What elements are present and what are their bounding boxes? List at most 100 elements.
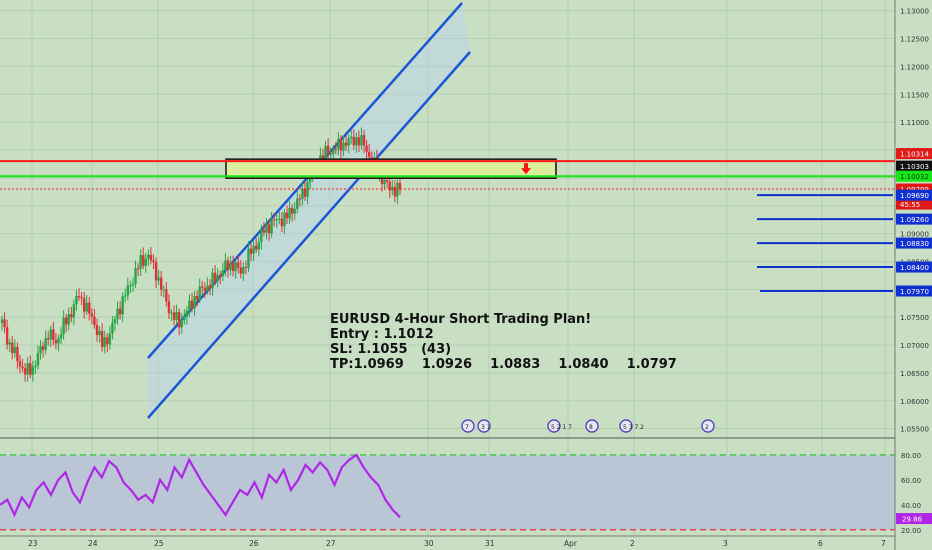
channel-fill: [148, 3, 470, 418]
candle-body: [208, 285, 212, 289]
candle-body: [329, 154, 332, 156]
candle-body: [103, 337, 106, 348]
tp4-tag: [896, 261, 932, 273]
candle-body: [136, 268, 140, 270]
price-tick-label: 1.13000: [900, 8, 929, 16]
candle-body: [201, 286, 204, 288]
candle-body: [82, 297, 86, 312]
time-tick-label: 6: [818, 539, 823, 548]
candle-body: [85, 302, 88, 312]
candle-body: [211, 272, 214, 289]
candle-body: [396, 182, 399, 197]
channel-lower-line[interactable]: [147, 51, 471, 419]
countdown-tag-label: 45:55: [900, 201, 920, 209]
candle-body: [34, 365, 37, 367]
event-marker-icon[interactable]: [461, 419, 475, 433]
rsi-tick-label: 80.00: [901, 452, 921, 460]
event-marker-icon[interactable]: [547, 419, 561, 433]
candle-body: [326, 145, 330, 155]
candle-body: [247, 248, 250, 268]
candle-body: [252, 245, 255, 254]
tp5-tag-label: 1.07970: [900, 288, 929, 296]
event-marker-icon[interactable]: [477, 419, 491, 433]
event-markers[interactable]: 7 3 1 5 2 1 7 8 5 3 7 2 2: [461, 419, 715, 433]
time-tick-label: 30: [424, 539, 434, 548]
price-tick-label: 1.07500: [900, 314, 929, 322]
candle-body: [365, 145, 368, 152]
candle-body: [398, 182, 402, 190]
candle-body: [98, 331, 101, 336]
candle-body: [5, 327, 9, 345]
time-tick-label: 31: [485, 539, 495, 548]
candle-body: [88, 302, 91, 314]
candle-body: [47, 338, 50, 340]
candle-body: [116, 308, 119, 320]
candle-body: [177, 312, 181, 328]
candle-body: [172, 312, 176, 320]
candle-body: [357, 137, 361, 146]
candle-body: [324, 145, 327, 159]
candle-body: [44, 338, 47, 350]
tp5-tag: [896, 285, 932, 297]
candle-body: [62, 317, 65, 335]
candle-body: [131, 283, 135, 286]
event-marker-label: 3 1: [481, 424, 491, 431]
candle-body: [113, 319, 117, 324]
candle-body: [203, 287, 207, 291]
rsi-band: [0, 454, 895, 530]
candle-body: [36, 353, 40, 366]
candle-body: [64, 317, 68, 325]
resistance-tag: [896, 148, 932, 160]
tp2-tag-label: 1.09260: [900, 216, 929, 224]
take-profit-lines: [757, 194, 893, 292]
plan-stop-loss: SL: 1.1055 (43): [330, 342, 451, 357]
candle-body: [18, 361, 22, 367]
candle-body: [360, 135, 363, 146]
event-marker-icon[interactable]: [701, 419, 715, 433]
price-axis[interactable]: [895, 0, 932, 550]
candle-body: [293, 208, 296, 214]
candle-body: [142, 255, 145, 266]
candle-body: [213, 272, 217, 281]
candle-body: [21, 366, 24, 369]
candle-body: [162, 289, 165, 291]
zone-top-tag-label: 1.10303: [900, 163, 929, 171]
candle-body: [334, 149, 338, 151]
candle-body: [11, 342, 14, 354]
candle-body: [288, 207, 291, 219]
time-tick-label: 23: [28, 539, 38, 548]
event-marker-label: 7: [465, 424, 469, 431]
candle-body: [95, 324, 99, 336]
candle-body: [0, 319, 4, 323]
candle-body: [347, 138, 350, 146]
event-marker-icon[interactable]: [585, 419, 599, 433]
price-tick-label: 1.09000: [900, 231, 929, 239]
sell-zone-box[interactable]: [225, 158, 557, 179]
candle-body: [198, 286, 201, 300]
candle-body: [393, 187, 397, 197]
candle-body: [193, 296, 196, 309]
candle-body: [234, 262, 237, 272]
support-tag: [896, 170, 932, 182]
candle-body: [285, 212, 289, 219]
rsi-tick-label: 20.00: [901, 527, 921, 535]
candle-body: [160, 277, 163, 290]
candle-body: [239, 267, 242, 274]
candle-body: [124, 295, 127, 297]
candle-body: [49, 329, 52, 340]
tp1-tag: [896, 189, 932, 201]
candle-body: [134, 268, 137, 284]
candle-body: [272, 219, 276, 221]
candle-body: [165, 289, 168, 302]
candle-body: [244, 267, 248, 269]
price-tick-label: 1.12500: [900, 36, 929, 44]
candle-body: [129, 285, 132, 287]
price-tick-label: 1.06500: [900, 370, 929, 378]
candle-body: [154, 262, 158, 281]
rsi-tick-label: 40.00: [901, 502, 921, 510]
time-axis[interactable]: 23 24 25 26 27 30 31 Apr 2 3 6 7: [0, 535, 895, 548]
event-marker-icon[interactable]: [619, 419, 633, 433]
candle-body: [275, 219, 278, 221]
event-marker-label: 5 3 7 2: [623, 424, 644, 431]
